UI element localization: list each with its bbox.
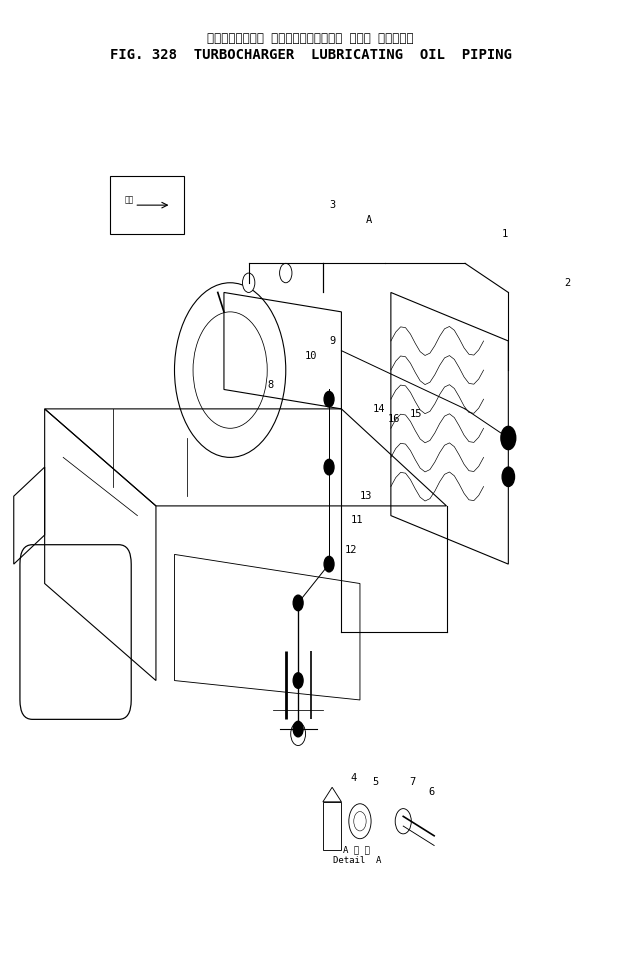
Circle shape <box>293 595 303 611</box>
Text: 6: 6 <box>428 787 434 797</box>
Circle shape <box>324 459 334 475</box>
Text: 前方: 前方 <box>125 196 134 204</box>
Text: 10: 10 <box>304 350 317 361</box>
Text: A 詳 細
Detail  A: A 詳 細 Detail A <box>333 846 381 865</box>
Circle shape <box>242 273 255 293</box>
Circle shape <box>395 809 411 834</box>
Text: 3: 3 <box>329 200 335 210</box>
Text: 14: 14 <box>373 404 385 414</box>
Circle shape <box>501 426 516 450</box>
Circle shape <box>324 557 334 572</box>
Text: 7: 7 <box>409 777 415 787</box>
Circle shape <box>293 672 303 688</box>
Circle shape <box>291 722 306 745</box>
Text: FIG. 328  TURBOCHARGER  LUBRICATING  OIL  PIPING: FIG. 328 TURBOCHARGER LUBRICATING OIL PI… <box>109 48 512 62</box>
Text: 2: 2 <box>564 277 570 288</box>
Text: 1: 1 <box>502 230 509 239</box>
Text: A: A <box>366 215 373 225</box>
Circle shape <box>324 391 334 407</box>
Text: 15: 15 <box>409 409 422 418</box>
Text: 5: 5 <box>373 777 379 787</box>
Circle shape <box>293 721 303 737</box>
Text: 8: 8 <box>267 379 273 389</box>
Text: ターボチャージャ ルーブリケーティング オイル パイピング: ターボチャージャ ルーブリケーティング オイル パイピング <box>207 32 414 46</box>
Text: 11: 11 <box>351 516 363 525</box>
Text: 9: 9 <box>329 336 335 346</box>
Circle shape <box>502 467 515 486</box>
Text: 13: 13 <box>360 491 373 501</box>
Circle shape <box>279 264 292 283</box>
Text: 16: 16 <box>388 414 401 423</box>
Text: 4: 4 <box>351 773 357 782</box>
Text: 12: 12 <box>345 545 357 555</box>
